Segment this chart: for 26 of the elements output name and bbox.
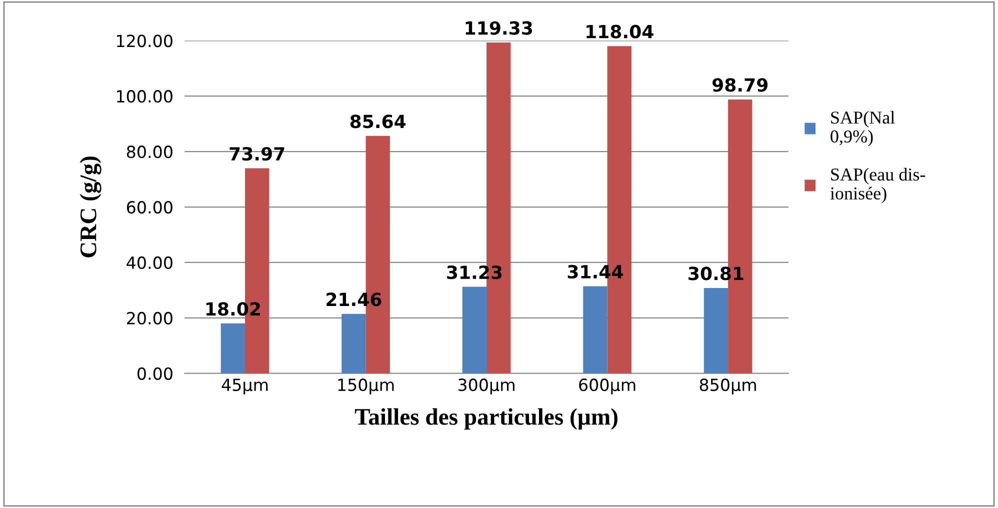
- y-tick-label: 100.00: [117, 90, 172, 103]
- x-axis-title: Tailles des particules (µm): [354, 408, 618, 430]
- bar: [462, 286, 487, 374]
- bar: [583, 286, 608, 374]
- y-tick-label: 80.00: [126, 146, 172, 158]
- y-tick-label: 120.00: [117, 34, 172, 48]
- data-label: 119.33: [466, 21, 532, 35]
- x-tick-label: 150µm: [338, 378, 394, 394]
- y-axis-title: CRC (g/g): [80, 156, 102, 258]
- data-label: 85.64: [350, 114, 406, 128]
- data-label: 98.79: [712, 78, 768, 92]
- bar: [220, 323, 246, 374]
- bar: [342, 314, 366, 374]
- x-tick-label: 300µm: [458, 378, 514, 394]
- y-tick-label: 0.00: [138, 367, 172, 380]
- bar: [704, 288, 728, 374]
- y-tick-label: 40.00: [126, 256, 172, 270]
- legend-label: SAP(Nal 0,9%): [830, 110, 895, 146]
- y-tick-label: 20.00: [127, 312, 172, 324]
- y-tick-label: 60.00: [126, 200, 172, 214]
- x-tick-label: 850µm: [700, 378, 756, 394]
- x-tick-label: 600µm: [579, 378, 636, 394]
- legend-label: SAP(eau dis- ionisée): [830, 168, 926, 204]
- x-tick-label: 45µm: [222, 378, 268, 394]
- data-label: 118.04: [586, 24, 654, 38]
- data-label: 73.97: [230, 146, 284, 161]
